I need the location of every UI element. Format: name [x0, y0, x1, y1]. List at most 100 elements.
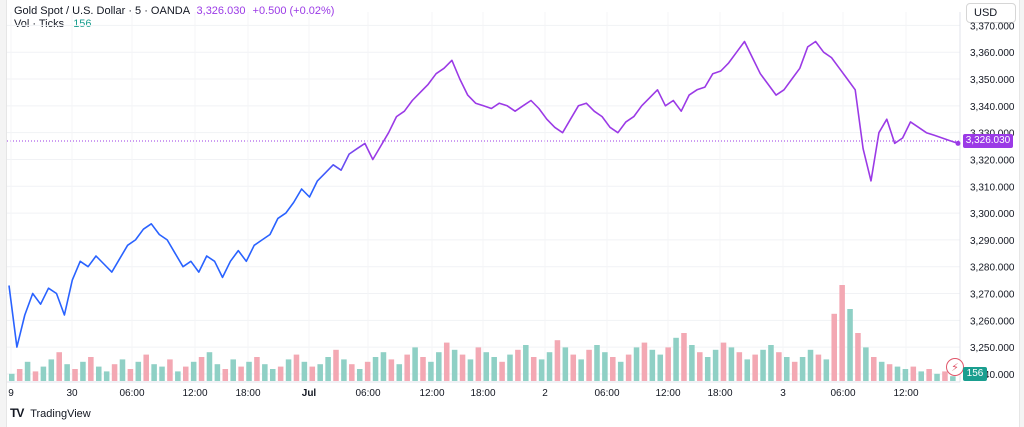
volume-bar — [625, 354, 632, 381]
volume-bar — [515, 349, 521, 381]
last-price-point — [955, 140, 961, 146]
volume-bar — [760, 349, 766, 381]
y-tick-label: 3,270.000 — [970, 290, 1015, 301]
volume-bar — [815, 354, 822, 381]
volume-bar — [333, 349, 339, 381]
volume-bar — [942, 371, 948, 381]
volume-bar — [103, 371, 110, 381]
volume-bar — [649, 349, 656, 381]
x-tick-label: 18:00 — [235, 388, 260, 399]
volume-bar — [64, 364, 70, 381]
y-tick-label: 3,340.000 — [970, 102, 1015, 113]
volume-bar — [712, 349, 719, 381]
brand-name: TradingView — [30, 408, 91, 420]
volume-bar — [720, 342, 727, 381]
volume-bar — [799, 357, 806, 381]
volume-bar — [689, 345, 695, 381]
volume-bar — [190, 361, 197, 381]
volume-bar — [95, 366, 102, 381]
y-tick-label: 3,310.000 — [970, 182, 1015, 193]
tradingview-logo[interactable]: TV TradingView — [10, 405, 91, 421]
volume-bar — [894, 366, 901, 381]
volume-bar — [436, 352, 442, 381]
volume-bar — [372, 357, 379, 381]
x-tick-label: 18:00 — [707, 388, 732, 399]
volume-bar — [871, 357, 877, 381]
volume-bar — [222, 369, 229, 381]
lightning-icon[interactable]: ⚡ — [946, 358, 964, 376]
y-tick-label: 3,360.000 — [970, 48, 1015, 59]
y-tick-label: 3,350.000 — [970, 75, 1015, 86]
volume-bar — [681, 333, 687, 381]
y-tick-label: 3,290.000 — [970, 236, 1015, 247]
volume-bar — [902, 369, 909, 381]
volume-bar — [404, 354, 410, 381]
volume-bar — [578, 359, 584, 381]
volume-bar — [301, 361, 308, 381]
volume-bar — [657, 354, 664, 381]
volume-bar — [768, 345, 774, 381]
volume-value-tag: 156 — [963, 367, 987, 381]
volume-bar — [491, 357, 497, 381]
volume-bar — [554, 340, 561, 381]
y-tick-label: 3,250.000 — [970, 343, 1015, 354]
chart-legend: Gold Spot / U.S. Dollar · 5 · OANDA 3,32… — [14, 5, 334, 31]
volume-bar — [823, 359, 830, 381]
volume-bar — [752, 354, 758, 381]
x-tick-label: 12:00 — [182, 388, 207, 399]
volume-bar — [507, 354, 513, 381]
volume-bar — [499, 361, 505, 381]
volume-bar — [420, 357, 426, 381]
x-tick-label: 3 — [780, 388, 786, 399]
volume-bar — [617, 361, 624, 381]
y-tick-label: 3,280.000 — [970, 263, 1015, 274]
volume-bar — [159, 366, 165, 381]
x-tick-label: 06:00 — [594, 388, 619, 399]
volume-bar — [728, 347, 735, 381]
volume-bar — [16, 369, 23, 381]
x-tick-label: 12:00 — [419, 388, 444, 399]
volume-bar — [594, 345, 600, 381]
symbol-title[interactable]: Gold Spot / U.S. Dollar · 5 · OANDA — [14, 5, 190, 17]
volume-bar — [349, 364, 355, 381]
volume-bar — [293, 354, 300, 381]
volume-bar — [538, 359, 545, 381]
x-tick-label: Jul — [302, 388, 317, 399]
currency-button[interactable]: USD — [966, 3, 1016, 23]
volume-bar — [56, 352, 62, 381]
volume-bar — [388, 359, 395, 381]
y-tick-label: 3,260.000 — [970, 316, 1015, 327]
volume-bar — [246, 361, 252, 381]
volume-bar — [269, 369, 276, 381]
volume-bar — [863, 347, 869, 381]
volume-bar — [776, 352, 782, 381]
last-price-tag: 3,326.030 — [963, 134, 1013, 148]
volume-bar — [451, 349, 458, 381]
volume-bar — [602, 352, 608, 381]
volume-bar — [341, 359, 347, 381]
price-line — [8, 40, 959, 348]
volume-indicator-label[interactable]: Vol · Ticks — [14, 18, 65, 30]
volume-bar — [285, 359, 292, 381]
volume-bar — [855, 333, 861, 381]
volume-bar — [111, 364, 118, 381]
volume-bar — [325, 357, 331, 381]
volume-bar — [356, 369, 363, 381]
volume-bar — [151, 364, 157, 381]
volume-bar — [175, 371, 181, 381]
volume-bar — [317, 364, 323, 381]
x-tick-label: 06:00 — [355, 388, 380, 399]
volume-bar — [396, 364, 403, 381]
volume-bar — [950, 376, 956, 381]
volume-bar — [839, 285, 845, 381]
volume-bar — [784, 357, 790, 381]
x-tick-label: 30 — [66, 388, 78, 399]
y-tick-label: 3,370.000 — [970, 21, 1015, 32]
volume-bar — [262, 364, 268, 381]
volume-bar — [48, 359, 55, 381]
volume-bar — [791, 361, 798, 381]
x-tick-label: 06:00 — [119, 388, 144, 399]
volume-bar — [277, 366, 284, 381]
volume-bar — [9, 373, 15, 381]
